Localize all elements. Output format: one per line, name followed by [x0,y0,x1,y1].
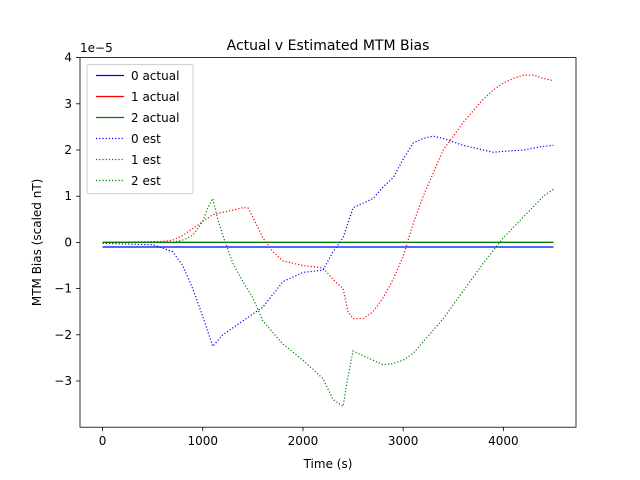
y-tick-label: 1 [64,189,72,203]
y-tick-label: 0 [64,235,72,249]
x-tick-label: 2000 [288,434,319,448]
x-tick-label: 1000 [187,434,218,448]
y-axis-ticks: −3 −2 −1 0 1 2 3 4 [54,51,80,388]
series-line-2-est [102,188,554,408]
series-line-0-est [102,135,554,348]
legend-label-0-actual: 0 actual [131,69,179,83]
y-tick-label: 2 [64,143,72,157]
chart-title: Actual v Estimated MTM Bias [227,38,430,54]
legend-label-2-actual: 2 actual [131,111,179,125]
x-axis-ticks: 0 1000 2000 3000 4000 [99,427,519,448]
legend-label-0-est: 0 est [131,132,161,146]
legend: 0 actual 1 actual 2 actual 0 est 1 est 2 est [86,64,194,195]
x-tick-label: 0 [99,434,107,448]
legend-label-1-est: 1 est [131,153,161,167]
legend-label-2-est: 2 est [131,174,161,188]
y-tick-label: −1 [54,282,72,296]
x-tick-label: 4000 [488,434,519,448]
y-offset-label: 1e−5 [80,41,113,55]
plot-series-group [102,74,554,408]
y-tick-label: −3 [54,374,72,388]
y-axis-label: MTM Bias (scaled nT) [30,179,44,307]
y-tick-label: 4 [64,51,72,65]
legend-label-1-actual: 1 actual [131,90,179,104]
x-tick-label: 3000 [388,434,419,448]
y-tick-label: 3 [64,97,72,111]
plot-frame [79,57,577,428]
y-tick-label: −2 [54,328,72,342]
x-axis-label: Time (s) [303,457,353,471]
